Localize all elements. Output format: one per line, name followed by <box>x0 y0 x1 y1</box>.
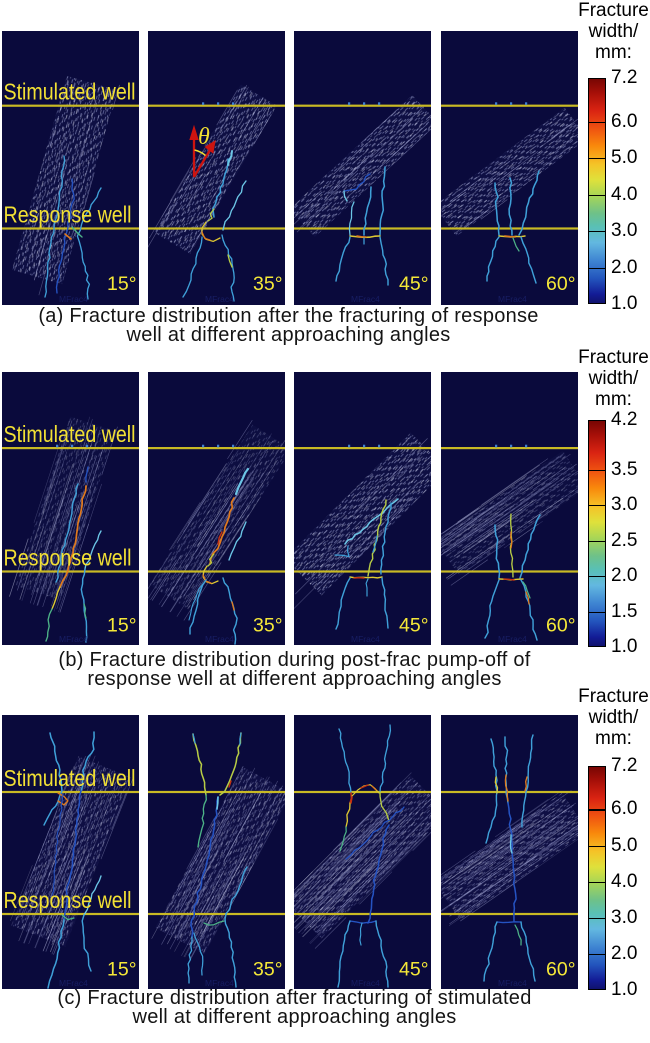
svg-text:15°: 15° <box>107 615 137 637</box>
svg-text:MFrac4: MFrac4 <box>205 294 234 304</box>
svg-text:15°: 15° <box>107 959 137 981</box>
svg-text:MFrac4: MFrac4 <box>59 294 88 304</box>
svg-text:Response well: Response well <box>4 887 132 913</box>
svg-text:35°: 35° <box>253 615 283 637</box>
svg-text:35°: 35° <box>253 959 283 981</box>
svg-text:35°: 35° <box>253 273 283 295</box>
svg-text:MFrac4: MFrac4 <box>59 634 88 644</box>
svg-text:Stimulated well: Stimulated well <box>4 79 136 105</box>
svg-text:MFrac4: MFrac4 <box>205 978 234 988</box>
svg-text:MFrac4: MFrac4 <box>59 978 88 988</box>
svg-text:Stimulated well: Stimulated well <box>4 765 136 791</box>
svg-text:Stimulated well: Stimulated well <box>4 421 136 447</box>
svg-text:MFrac4: MFrac4 <box>205 634 234 644</box>
svg-text:45°: 45° <box>399 273 429 295</box>
svg-text:θ: θ <box>198 124 210 150</box>
svg-text:Response well: Response well <box>4 545 132 571</box>
svg-text:MFrac4: MFrac4 <box>498 634 527 644</box>
svg-text:MFrac4: MFrac4 <box>498 978 527 988</box>
svg-text:15°: 15° <box>107 273 137 295</box>
svg-text:60°: 60° <box>546 273 576 295</box>
svg-text:MFrac4: MFrac4 <box>351 978 380 988</box>
svg-text:MFrac4: MFrac4 <box>498 294 527 304</box>
svg-text:60°: 60° <box>546 615 576 637</box>
svg-text:MFrac4: MFrac4 <box>351 294 380 304</box>
svg-text:MFrac4: MFrac4 <box>351 634 380 644</box>
svg-text:45°: 45° <box>399 615 429 637</box>
svg-text:45°: 45° <box>399 959 429 981</box>
svg-text:Response well: Response well <box>4 202 132 228</box>
svg-text:60°: 60° <box>546 959 576 981</box>
